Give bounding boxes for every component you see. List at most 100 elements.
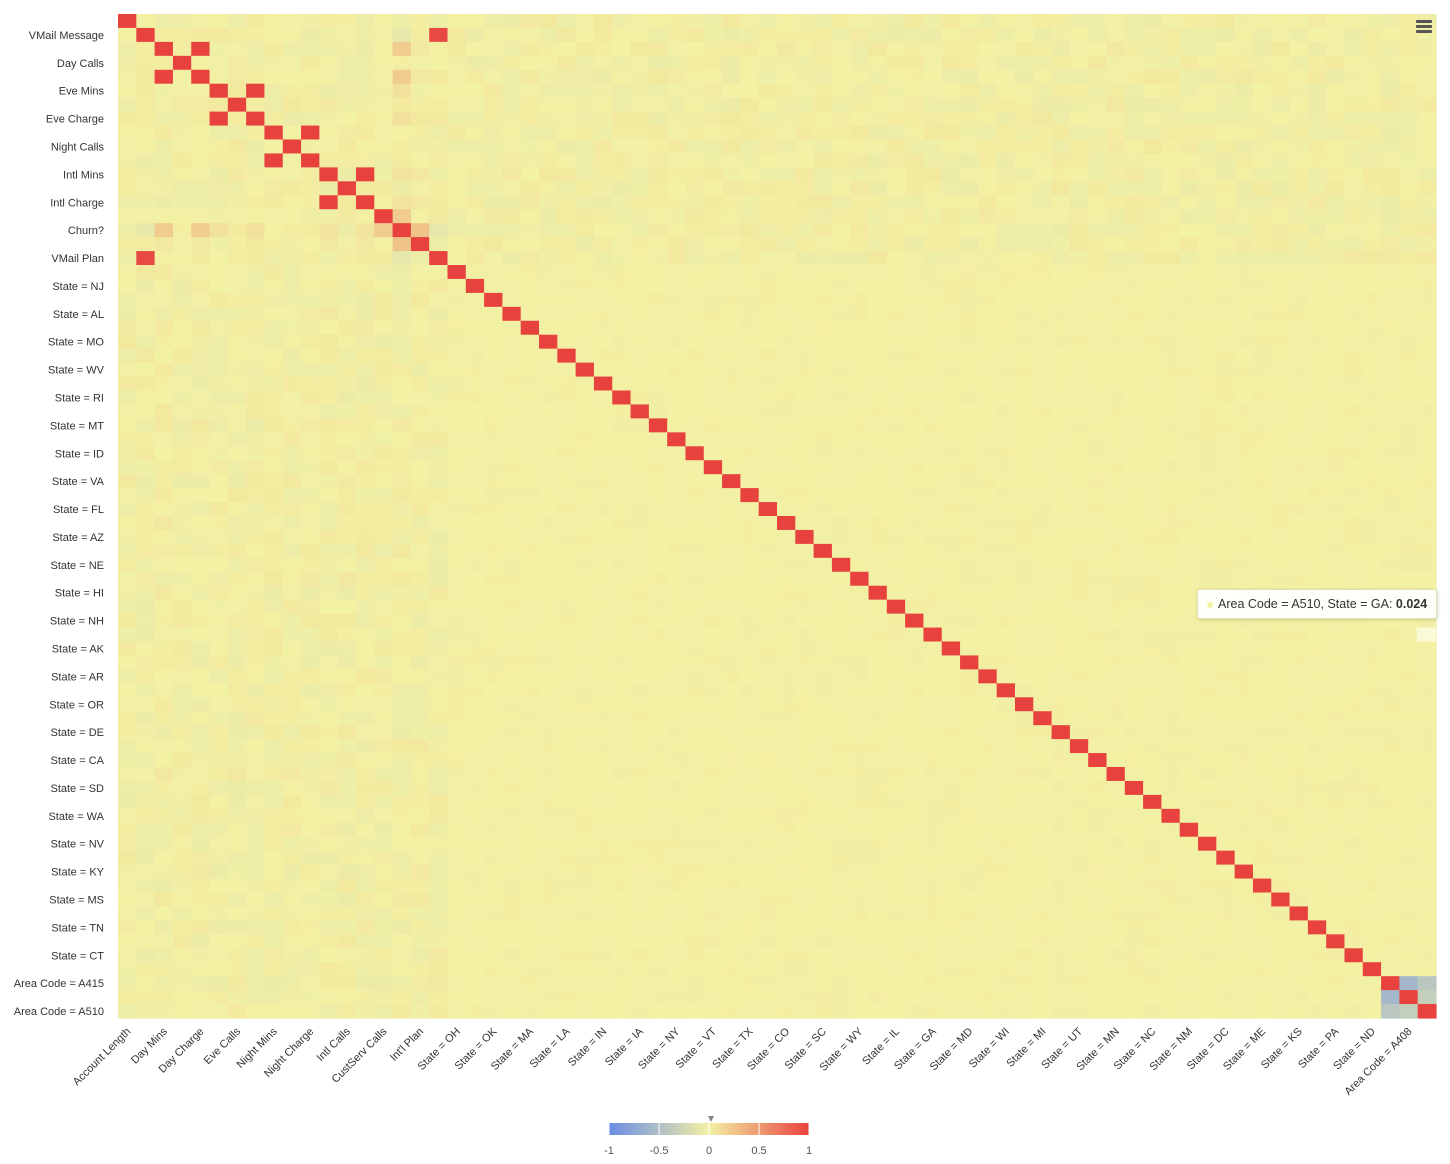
heatmap-cell[interactable]: [539, 460, 558, 475]
heatmap-cell[interactable]: [685, 181, 705, 196]
heatmap-cell[interactable]: [1234, 529, 1254, 545]
heatmap-cell[interactable]: [172, 780, 192, 796]
heatmap-cell[interactable]: [465, 599, 485, 615]
heatmap-cell[interactable]: [1124, 627, 1144, 643]
heatmap-cell[interactable]: [392, 432, 412, 447]
heatmap-cell[interactable]: [612, 516, 632, 531]
heatmap-cell[interactable]: [1051, 181, 1071, 196]
heatmap-cell[interactable]: [502, 780, 522, 796]
heatmap-cell[interactable]: [722, 139, 741, 155]
heatmap-cell[interactable]: [850, 195, 870, 210]
heatmap-cell[interactable]: [1051, 111, 1071, 127]
heatmap-cell[interactable]: [1179, 794, 1199, 810]
heatmap-cell[interactable]: [1216, 167, 1236, 182]
heatmap-cell[interactable]: [246, 278, 266, 294]
heatmap-cell[interactable]: [539, 934, 558, 949]
heatmap-cell[interactable]: [264, 139, 284, 155]
heatmap-cell[interactable]: [209, 571, 229, 587]
heatmap-cell[interactable]: [630, 655, 650, 670]
heatmap-cell[interactable]: [1234, 711, 1254, 726]
heatmap-cell[interactable]: [1362, 292, 1382, 308]
heatmap-cell[interactable]: [612, 418, 632, 433]
heatmap-cell[interactable]: [118, 878, 137, 894]
heatmap-cell[interactable]: [447, 251, 467, 266]
heatmap-cell[interactable]: [813, 906, 833, 921]
heatmap-cell[interactable]: [319, 69, 339, 85]
heatmap-cell[interactable]: [1033, 390, 1053, 406]
heatmap-cell[interactable]: [484, 864, 504, 880]
heatmap-cell[interactable]: [172, 571, 192, 587]
heatmap-cell[interactable]: [648, 585, 668, 601]
heatmap-cell[interactable]: [1161, 446, 1181, 461]
heatmap-cell[interactable]: [996, 502, 1016, 517]
heatmap-cell[interactable]: [593, 516, 613, 531]
heatmap-cell[interactable]: [868, 753, 888, 768]
heatmap-cell[interactable]: [1344, 320, 1364, 336]
heatmap-cell[interactable]: [520, 767, 540, 782]
heatmap-cell[interactable]: [1344, 251, 1364, 266]
heatmap-cell[interactable]: [557, 334, 577, 350]
heatmap-cell[interactable]: [1179, 962, 1199, 977]
heatmap-cell[interactable]: [593, 585, 613, 601]
heatmap-cell[interactable]: [667, 767, 687, 782]
heatmap-cell[interactable]: [667, 613, 687, 629]
heatmap-cell[interactable]: [118, 265, 137, 280]
heatmap-cell[interactable]: [557, 948, 577, 963]
heatmap-cell[interactable]: [337, 599, 357, 615]
heatmap-cell[interactable]: [575, 153, 595, 168]
heatmap-cell[interactable]: [960, 418, 979, 433]
heatmap-cell[interactable]: [1088, 432, 1108, 447]
heatmap-cell[interactable]: [612, 362, 632, 378]
heatmap-cell[interactable]: [960, 543, 979, 559]
heatmap-cell[interactable]: [667, 14, 687, 29]
heatmap-cell[interactable]: [575, 502, 595, 517]
heatmap-cell[interactable]: [172, 976, 192, 991]
heatmap-cell[interactable]: [593, 571, 613, 587]
heatmap-cell[interactable]: [301, 278, 320, 294]
heatmap-cell[interactable]: [777, 111, 796, 127]
heatmap-cell[interactable]: [502, 390, 522, 406]
heatmap-cell[interactable]: [978, 920, 998, 935]
heatmap-cell[interactable]: [941, 711, 961, 726]
heatmap-cell[interactable]: [1088, 627, 1108, 643]
heatmap-cell[interactable]: [667, 488, 687, 503]
heatmap-cell[interactable]: [795, 181, 815, 196]
heatmap-cell[interactable]: [136, 962, 156, 977]
heatmap-cell[interactable]: [1271, 488, 1291, 503]
heatmap-cell[interactable]: [172, 892, 192, 908]
heatmap-cell[interactable]: [301, 683, 320, 698]
heatmap-cell[interactable]: [612, 529, 632, 545]
heatmap-cell[interactable]: [593, 878, 613, 894]
heatmap-cell[interactable]: [1106, 808, 1126, 824]
heatmap-cell[interactable]: [227, 209, 247, 224]
heatmap-cell[interactable]: [777, 529, 796, 545]
heatmap-cell[interactable]: [557, 292, 577, 308]
heatmap-cell[interactable]: [337, 474, 357, 489]
heatmap-cell[interactable]: [1014, 139, 1034, 155]
heatmap-cell[interactable]: [337, 976, 357, 991]
heatmap-cell[interactable]: [1179, 460, 1199, 475]
heatmap-cell[interactable]: [740, 780, 760, 796]
heatmap-cell[interactable]: [136, 320, 156, 336]
heatmap-cell[interactable]: [301, 14, 320, 29]
heatmap-cell[interactable]: [1014, 362, 1034, 378]
heatmap-cell[interactable]: [703, 27, 723, 43]
heatmap-cell[interactable]: [447, 683, 467, 698]
heatmap-cell[interactable]: [1362, 223, 1382, 238]
heatmap-cell[interactable]: [813, 97, 833, 113]
heatmap-cell[interactable]: [539, 125, 558, 141]
heatmap-cell[interactable]: [648, 446, 668, 461]
heatmap-cell[interactable]: [795, 460, 815, 475]
heatmap-cell[interactable]: [813, 655, 833, 670]
heatmap-cell[interactable]: [630, 446, 650, 461]
heatmap-cell[interactable]: [630, 516, 650, 531]
heatmap-cell[interactable]: [886, 516, 906, 531]
heatmap-cell[interactable]: [227, 446, 247, 461]
heatmap-cell[interactable]: [1033, 557, 1053, 573]
heatmap-cell[interactable]: [1289, 878, 1309, 894]
heatmap-cell[interactable]: [282, 41, 302, 57]
heatmap-cell[interactable]: [850, 125, 870, 141]
heatmap-cell[interactable]: [1198, 251, 1217, 266]
heatmap-cell[interactable]: [264, 557, 284, 573]
heatmap-cell[interactable]: [868, 125, 888, 141]
